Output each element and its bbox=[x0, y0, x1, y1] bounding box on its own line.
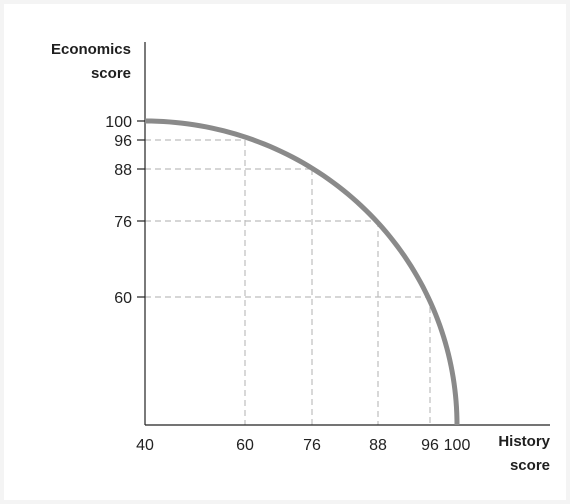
y-tick-label-96: 96 bbox=[114, 133, 132, 150]
x-axis-title-line-1: History bbox=[498, 433, 550, 450]
x-tick-label-96: 96 bbox=[421, 437, 439, 454]
x-tick-label-100: 100 bbox=[444, 437, 471, 454]
x-tick-label-88: 88 bbox=[369, 437, 387, 454]
x-tick-label-76: 76 bbox=[303, 437, 321, 454]
y-tick-label-76: 76 bbox=[114, 214, 132, 231]
y-tick-label-60: 60 bbox=[114, 290, 132, 307]
x-tick-label-60: 60 bbox=[236, 437, 254, 454]
x-tick-label-40: 40 bbox=[136, 437, 154, 454]
x-axis-title-line-2: score bbox=[510, 457, 550, 474]
chart-frame bbox=[4, 4, 566, 500]
frontier-curve bbox=[144, 118, 460, 426]
y-tick-label-100: 100 bbox=[105, 114, 132, 131]
y-axis-title-line-2: score bbox=[91, 65, 131, 82]
y-tick-label-88: 88 bbox=[114, 162, 132, 179]
y-axis-title-line-1: Economics bbox=[51, 41, 131, 58]
